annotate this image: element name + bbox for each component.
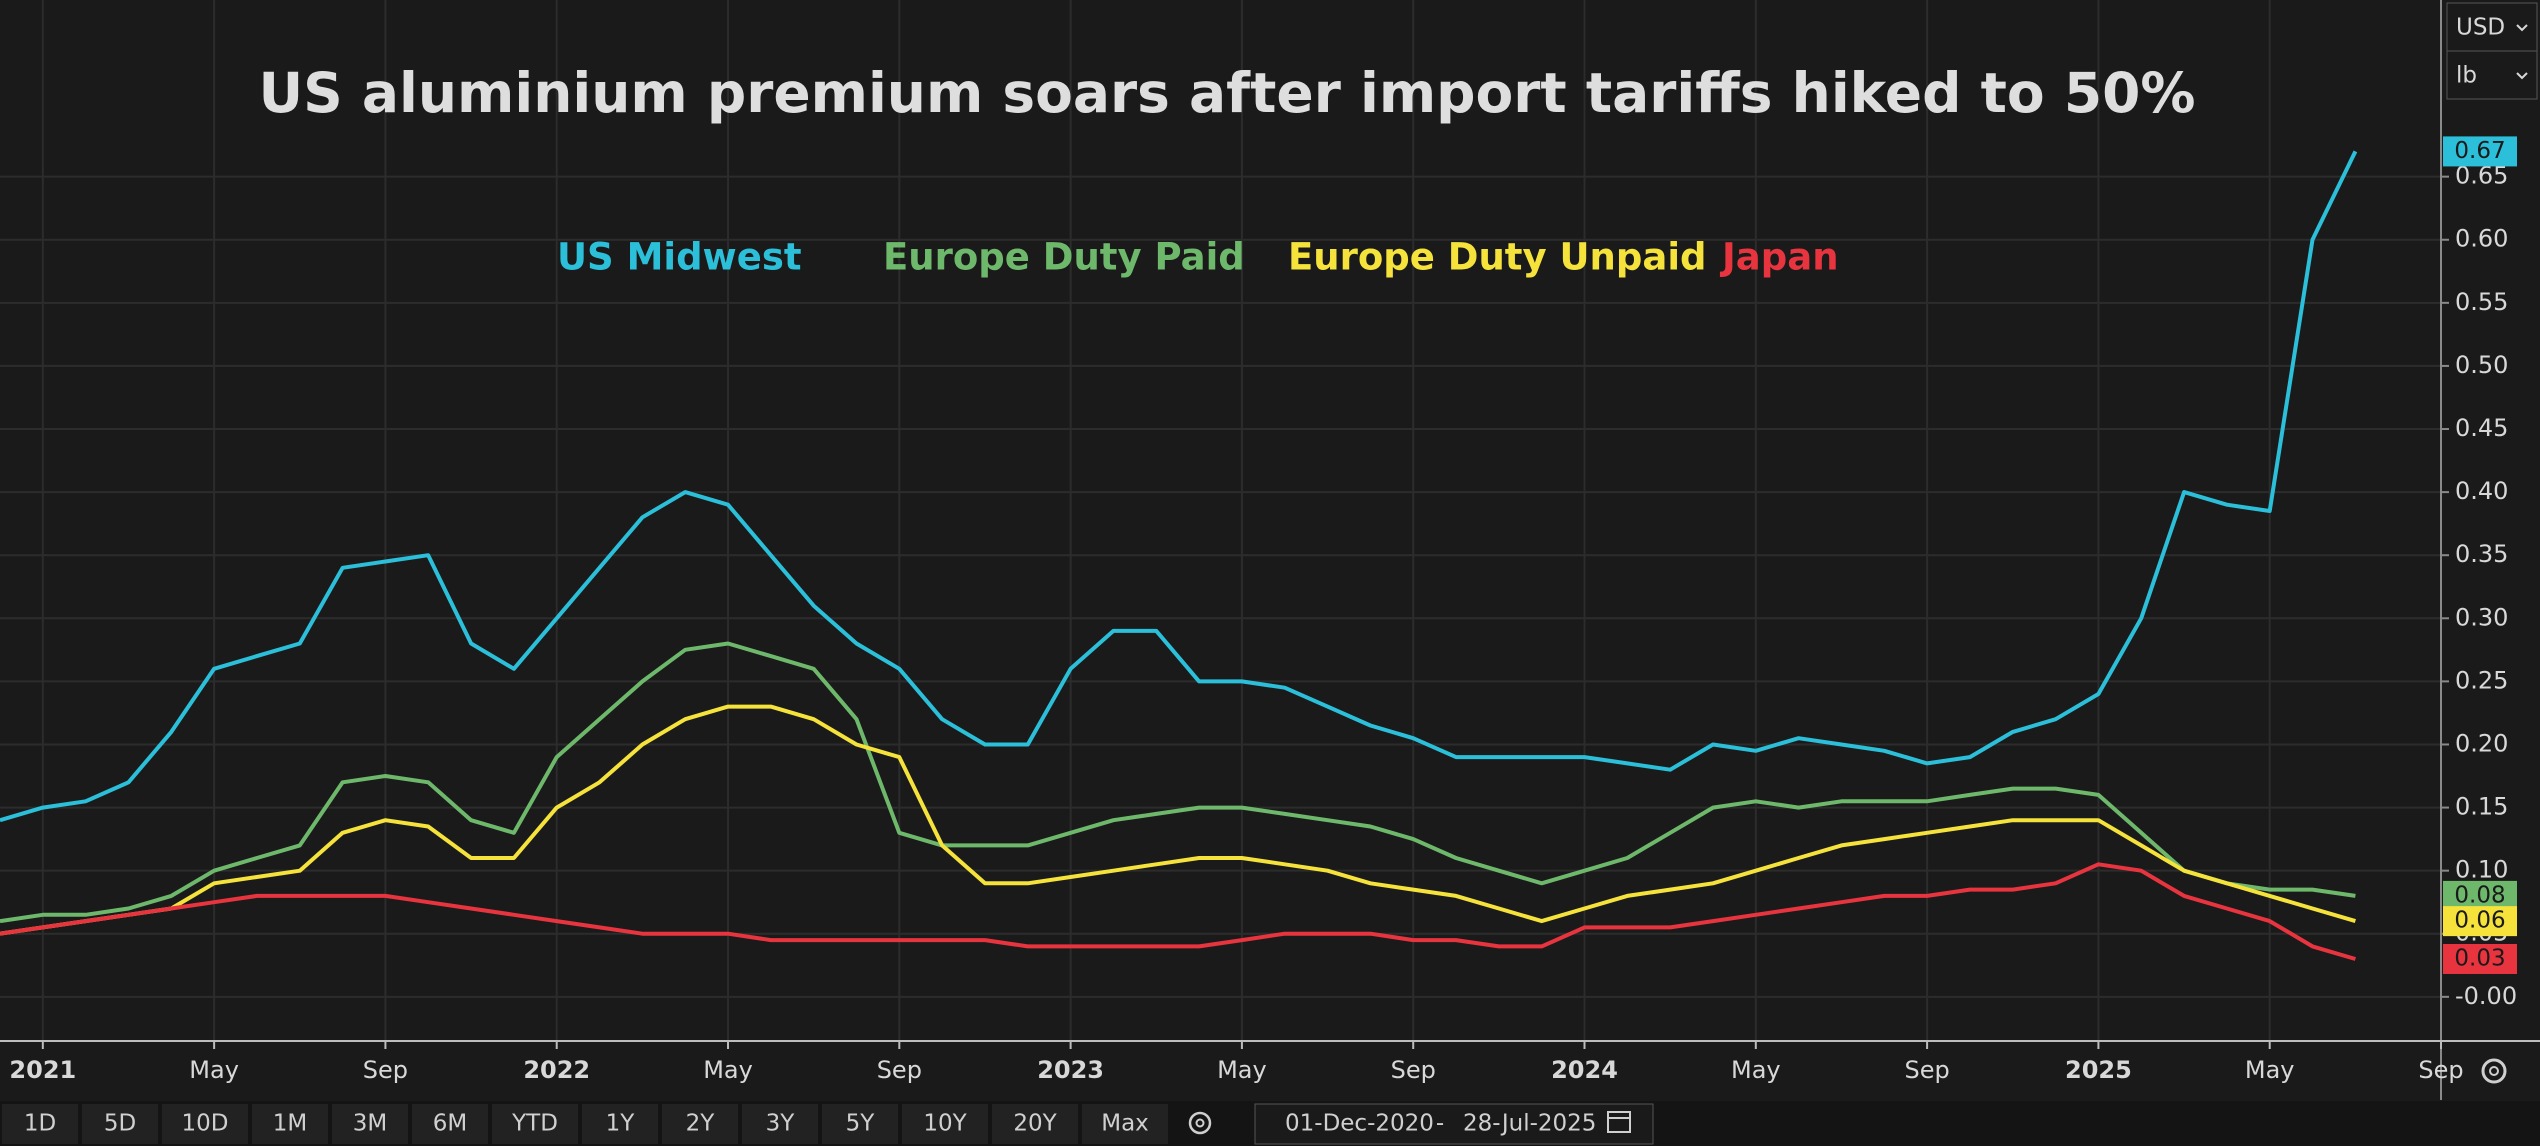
x-tick-label: 2024 [1551,1056,1618,1084]
range-button-label[interactable]: Max [1101,1111,1149,1137]
chevron [2516,72,2528,80]
range-button[interactable] [582,1104,658,1144]
gear-core [1195,1118,1205,1128]
axis-settings-icon[interactable] [2481,1058,2507,1084]
y-tick-label: 0.60 [2455,225,2508,253]
y-tick-label: -0.00 [2455,982,2517,1010]
calendar-icon[interactable] [1607,1111,1631,1133]
range-button-label[interactable]: 5D [104,1111,136,1137]
x-tick-label: May [1731,1056,1781,1084]
range-button-label[interactable]: 3M [353,1111,387,1137]
range-button[interactable] [742,1104,818,1144]
gear [1188,1111,1212,1135]
last-value-label: 0.06 [2454,908,2505,934]
series-line [0,862,2356,961]
x-tick-label: 2025 [2065,1056,2132,1084]
range-button[interactable] [902,1104,988,1144]
gear [2481,1058,2507,1084]
series-line [0,704,2356,936]
range-button[interactable] [82,1104,158,1144]
last-value-badge [2443,943,2517,974]
last-value-label: 0.67 [2454,138,2505,164]
legend-entry: Europe Duty Paid [883,236,1245,279]
date-to[interactable]: 28-Jul-2025 [1463,1111,1596,1137]
y-tick-label: 0.55 [2455,288,2508,316]
date-separator: - [1436,1111,1444,1137]
range-button-label[interactable]: 10D [182,1111,229,1137]
range-buttons: 1D 5D 10D 1M 3M 6M YTD 1Y 2Y 3Y 5Y 10Y 20Y Max [2,1104,1168,1144]
y-tick-label: 0.25 [2455,666,2508,694]
range-button[interactable] [412,1104,488,1144]
range-button-label[interactable]: 10Y [923,1111,967,1137]
range-button[interactable] [992,1104,1078,1144]
range-button-label[interactable]: YTD [511,1111,558,1137]
range-button[interactable] [162,1104,248,1144]
x-tick-label: Sep [1904,1056,1949,1084]
y-tick-label: 0.20 [2455,729,2508,757]
x-tick-label: 2021 [9,1056,76,1084]
range-button-label[interactable]: 1Y [606,1111,636,1137]
x-tick-label: May [189,1056,239,1084]
y-tick-label: 0.45 [2455,414,2508,442]
x-tick-label: Sep [363,1056,408,1084]
x-tick-label: May [703,1056,753,1084]
range-button[interactable] [332,1104,408,1144]
range-button[interactable] [252,1104,328,1144]
x-tick-label: 2023 [1037,1056,1104,1084]
last-value-badge [2443,906,2517,937]
x-tick-label: May [1217,1056,1267,1084]
date-range-box[interactable] [1254,1103,1654,1145]
y-tick-label: 0.50 [2455,351,2508,379]
legend-entry: Japan [1719,236,1839,279]
last-value-badge [2443,880,2517,911]
settings-button[interactable] [1188,1111,1212,1135]
calendar-body [1607,1111,1631,1133]
series-line [0,150,2358,823]
chevron [2516,24,2528,32]
last-value-label: 0.08 [2454,882,2505,908]
range-button-label[interactable]: 20Y [1013,1111,1057,1137]
range-button-label[interactable]: 2Y [686,1111,716,1137]
x-tick-label: Sep [2418,1056,2463,1084]
range-button[interactable] [492,1104,578,1144]
range-button-label[interactable]: 5Y [846,1111,876,1137]
y-tick-label: 0.35 [2455,540,2508,568]
legend-entry: US Midwest [557,236,802,279]
date-from[interactable]: 01-Dec-2020 [1285,1111,1434,1137]
currency-label[interactable]: USD [2456,15,2505,41]
range-button[interactable] [1082,1104,1168,1144]
range-button-label[interactable]: 1D [24,1111,56,1137]
range-button[interactable] [662,1104,738,1144]
last-value-label: 0.03 [2454,945,2505,971]
y-tick-label: 0.40 [2455,477,2508,505]
range-button-label[interactable]: 6M [433,1111,467,1137]
range-button-label[interactable]: 1M [273,1111,307,1137]
weight-dropdown[interactable] [2446,50,2538,100]
currency-dropdown[interactable] [2446,2,2538,52]
x-tick-label: May [2245,1056,2295,1084]
x-tick-label: Sep [877,1056,922,1084]
range-button[interactable] [2,1104,78,1144]
grid [0,0,2442,1041]
range-button-label[interactable]: 3Y [766,1111,796,1137]
y-tick-label: 0.30 [2455,603,2508,631]
x-tick-label: Sep [1391,1056,1436,1084]
last-value-badge [2443,136,2517,167]
weight-label[interactable]: lb [2456,63,2477,89]
legend-entry: Europe Duty Unpaid [1288,236,1707,279]
chart-title: US aluminium premium soars after import … [259,61,2196,125]
x-tick-label: 2022 [523,1056,590,1084]
gear-core [2489,1066,2499,1076]
y-tick-label: 0.15 [2455,793,2508,821]
y-tick-label: 0.10 [2455,856,2508,884]
range-button[interactable] [822,1104,898,1144]
series-line [0,641,2356,924]
